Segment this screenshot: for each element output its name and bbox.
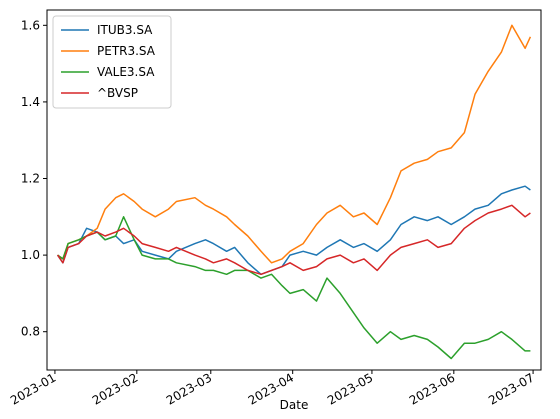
x-axis: 2023-01 2023-02 2023-03 2023-04 2023-05 2023-… [8,370,537,408]
legend-label-1: PETR3.SA [97,44,156,58]
y-axis: 0.8 1.0 1.2 1.4 1.6 [21,18,47,339]
y-tick-label: 1.6 [21,18,40,32]
x-axis-title: Date [280,398,309,412]
y-tick-label: 1.2 [21,172,40,186]
y-tick-label: 1.4 [21,95,40,109]
axes-frame [46,9,542,371]
x-tick-label: 2023-01 [8,370,58,407]
legend-label-2: VALE3.SA [97,65,155,79]
y-tick-label: 1.0 [21,248,40,262]
x-tick-label: 2023-06 [407,370,457,407]
legend-label-3: ^BVSP [97,86,138,100]
x-tick-label: 2023-02 [90,370,140,407]
legend: ITUB3.SA PETR3.SA VALE3.SA ^BVSP [52,15,172,109]
x-tick-label: 2023-03 [164,370,214,407]
series-line-0 [56,185,531,276]
series-line-3 [56,204,531,276]
y-tick-label: 0.8 [21,325,40,339]
x-tick-label: 2023-07 [486,370,536,407]
legend-box [52,15,172,109]
plot-area [56,24,532,360]
series-line-1 [57,24,532,264]
series-line-2 [57,216,531,360]
x-tick-label: 2023-05 [325,370,375,407]
legend-label-0: ITUB3.SA [97,23,153,37]
